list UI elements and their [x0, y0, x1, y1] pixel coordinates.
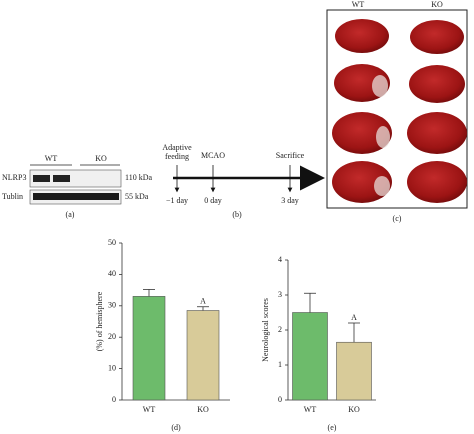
- x-tick-label: KO: [197, 405, 209, 414]
- x-tick-label: WT: [304, 405, 317, 414]
- timeline-time: 0 day: [204, 196, 222, 205]
- y-tick-label: 50: [108, 238, 116, 247]
- annotation: A: [200, 297, 206, 306]
- timeline: Adaptive feeding MCAO Sacrifice −1 day 0…: [162, 143, 325, 219]
- x-tick-label: KO: [348, 405, 360, 414]
- timeline-event: Adaptive feeding: [162, 143, 192, 161]
- panel-label: (e): [328, 423, 337, 432]
- x-tick-label: WT: [143, 405, 156, 414]
- panel-label: (d): [171, 423, 181, 432]
- blot-column-label: WT: [45, 154, 58, 163]
- bar: [186, 310, 220, 401]
- bar: [336, 341, 372, 401]
- timeline-time: −1 day: [166, 196, 188, 205]
- panel-label: (b): [232, 210, 242, 219]
- column-label: WT: [352, 0, 365, 9]
- blot-row-label: Tublin: [2, 192, 23, 201]
- blot-row-label: NLRP3: [2, 173, 26, 182]
- y-tick-label: 0: [112, 395, 116, 404]
- panel-label: (c): [393, 214, 402, 223]
- y-tick-label: 20: [108, 332, 116, 341]
- column-label: KO: [431, 0, 443, 9]
- timeline-event: MCAO: [201, 151, 225, 160]
- y-tick-label: 2: [278, 325, 282, 334]
- brain-sections: WT KO (c): [326, 0, 468, 223]
- annotation: A: [351, 313, 357, 322]
- timeline-event: Sacrifice: [276, 151, 305, 160]
- y-tick-label: 4: [278, 255, 282, 264]
- y-tick-label: 0: [278, 395, 282, 404]
- y-axis-label: (%) of hemisphere: [95, 291, 104, 351]
- timeline-event-box: Adaptive feeding: [162, 143, 192, 161]
- bar: [132, 296, 166, 401]
- y-tick-label: 1: [278, 360, 282, 369]
- bar: [292, 312, 328, 401]
- y-tick-label: 10: [108, 363, 116, 372]
- y-axis-label: Neurological scores: [261, 298, 270, 362]
- blot-size: 55 kDa: [125, 192, 149, 201]
- panel-label: (a): [66, 210, 75, 219]
- blot-column-label: KO: [95, 154, 107, 163]
- blot-size: 110 kDa: [125, 173, 152, 182]
- y-tick-label: 30: [108, 301, 116, 310]
- y-tick-label: 3: [278, 290, 282, 299]
- y-tick-label: 40: [108, 269, 116, 278]
- western-blot: WT KO NLRP3 Tublin 110 kDa 55 kDa (a): [2, 154, 152, 219]
- timeline-time: 3 day: [281, 196, 299, 205]
